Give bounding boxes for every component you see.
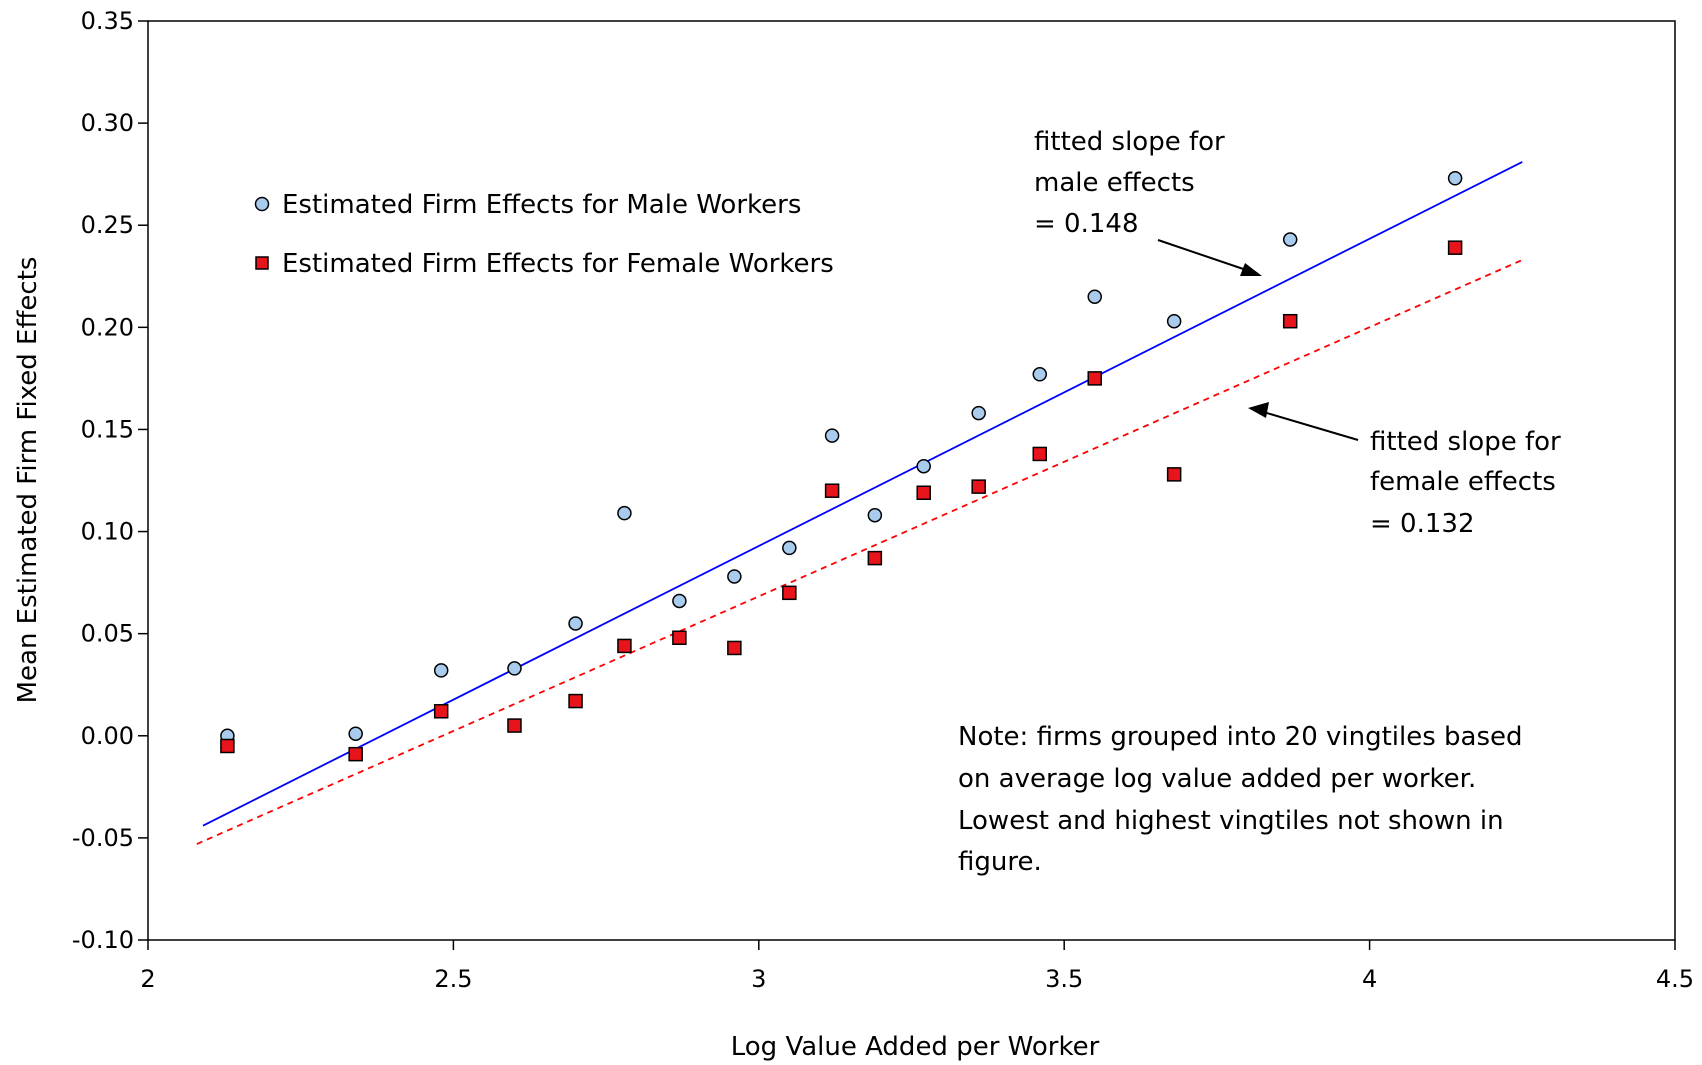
male-data-point bbox=[1032, 367, 1048, 382]
female-data-point bbox=[617, 638, 632, 654]
male-slope-annotation: fitted slope for male effects = 0.148 bbox=[1034, 127, 1262, 276]
female-data-point bbox=[727, 640, 742, 656]
x-tick-label: 4 bbox=[1362, 965, 1377, 993]
y-tick-label: 0.05 bbox=[81, 620, 134, 648]
male-data-point bbox=[867, 507, 883, 523]
y-tick-label: 0.15 bbox=[81, 415, 134, 443]
female-data-point bbox=[782, 585, 797, 601]
axes: -0.10 -0.05 0.00 0.05 0.10 0.15 0.20 0.25 0.30 0.… bbox=[72, 7, 1694, 993]
note-line-4: figure. bbox=[958, 847, 1042, 877]
legend-male-marker bbox=[254, 196, 270, 212]
male-data-point bbox=[1282, 232, 1298, 247]
y-tick-label: 0.30 bbox=[81, 109, 134, 137]
female-data-point bbox=[867, 550, 883, 566]
male-data-point bbox=[348, 726, 363, 741]
male-slope-arrow bbox=[1157, 239, 1259, 275]
note-annotation: Note: firms grouped into 20 vingtiles ba… bbox=[958, 722, 1523, 877]
y-tick-label: 0.00 bbox=[81, 722, 134, 750]
y-tick-label: 0.35 bbox=[81, 7, 134, 35]
female-data-point bbox=[672, 630, 687, 646]
female-slope-line-3: = 0.132 bbox=[1370, 509, 1474, 539]
female-slope-arrow bbox=[1259, 410, 1359, 441]
legend-female-marker bbox=[255, 256, 269, 270]
female-fitted-line bbox=[196, 259, 1523, 845]
y-axis-title: Mean Estimated Firm Fixed Effects bbox=[13, 257, 43, 704]
legend-male-label: Estimated Firm Effects for Male Workers bbox=[282, 190, 801, 220]
female-slope-line-1: fitted slope for bbox=[1370, 427, 1561, 457]
female-data-point bbox=[568, 693, 583, 709]
female-data-point bbox=[1282, 313, 1298, 329]
male-data-point bbox=[1447, 171, 1463, 186]
female-data-point bbox=[916, 485, 931, 501]
female-data-point bbox=[1166, 467, 1182, 482]
female-slope-annotation: fitted slope for female effects = 0.132 bbox=[1248, 402, 1561, 539]
x-tick-label: 4.5 bbox=[1656, 965, 1694, 993]
male-data-point bbox=[433, 663, 449, 678]
male-data-point bbox=[727, 569, 742, 584]
x-tick-label: 3 bbox=[751, 965, 766, 993]
male-slope-line-3: = 0.148 bbox=[1034, 209, 1138, 239]
male-data-point bbox=[568, 616, 583, 631]
female-data-point bbox=[507, 718, 522, 733]
female-slope-line-2: female effects bbox=[1370, 467, 1556, 497]
male-data-point bbox=[672, 593, 687, 609]
x-tick-label: 2 bbox=[140, 965, 155, 993]
male-slope-line-1: fitted slope for bbox=[1034, 127, 1225, 157]
plot-frame bbox=[147, 20, 1676, 941]
female-slope-arrowhead bbox=[1248, 402, 1269, 418]
x-tick-label: 2.5 bbox=[434, 965, 472, 993]
male-data-point bbox=[916, 458, 931, 474]
male-data-point bbox=[507, 661, 522, 676]
female-data-point bbox=[1087, 371, 1102, 386]
female-data-point bbox=[1032, 446, 1048, 462]
note-line-1: Note: firms grouped into 20 vingtiles ba… bbox=[958, 722, 1523, 752]
male-data-point bbox=[782, 540, 797, 556]
female-data-point bbox=[1447, 240, 1463, 255]
female-data-point bbox=[824, 483, 840, 498]
male-data-point bbox=[971, 405, 986, 421]
x-axis-title: Log Value Added per Worker bbox=[731, 1032, 1100, 1062]
y-tick-label: 0.20 bbox=[81, 313, 134, 341]
male-data-point bbox=[824, 428, 840, 443]
note-line-2: on average log value added per worker. bbox=[958, 764, 1476, 794]
y-tick-label: -0.10 bbox=[72, 926, 134, 954]
male-slope-line-2: male effects bbox=[1034, 168, 1195, 198]
note-line-3: Lowest and highest vingtiles not shown i… bbox=[958, 806, 1504, 836]
female-data-point bbox=[971, 479, 986, 494]
x-tick-label: 3.5 bbox=[1045, 965, 1083, 993]
y-tick-label: 0.25 bbox=[81, 211, 134, 239]
male-data-point bbox=[617, 505, 632, 521]
female-data-point bbox=[220, 738, 235, 754]
female-data-point bbox=[433, 704, 449, 719]
y-tick-label: 0.10 bbox=[81, 518, 134, 546]
male-slope-arrowhead bbox=[1240, 263, 1262, 276]
legend-female-label: Estimated Firm Effects for Female Worker… bbox=[282, 249, 834, 279]
legend: Estimated Firm Effects for Male Workers … bbox=[254, 190, 834, 279]
y-tick-label: -0.05 bbox=[72, 824, 134, 852]
male-data-point bbox=[1166, 313, 1182, 329]
fit-lines bbox=[196, 161, 1523, 845]
male-fitted-line bbox=[202, 161, 1523, 827]
data-points bbox=[220, 171, 1463, 762]
female-data-point bbox=[348, 746, 363, 762]
male-data-point bbox=[1087, 289, 1102, 304]
